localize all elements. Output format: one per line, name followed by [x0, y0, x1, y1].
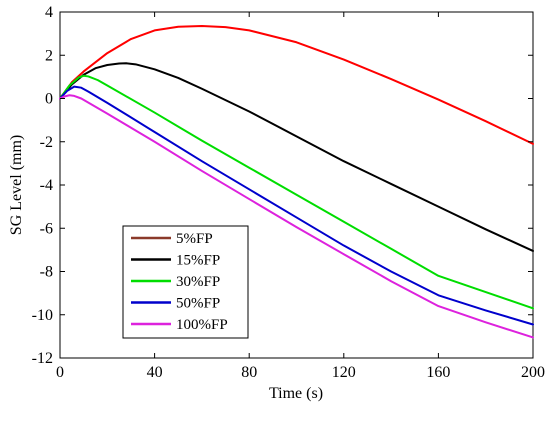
y-tick-label: 2 — [45, 47, 53, 64]
legend-label: 5%FP — [176, 231, 213, 247]
series-line-5pctfp — [59, 25, 534, 145]
series-line-30pctfp — [59, 74, 534, 310]
series-line-50pctfp — [59, 85, 534, 326]
y-tick-label: -4 — [40, 177, 53, 194]
y-axis-label: SG Level (mm) — [8, 135, 25, 235]
legend-label: 30%FP — [176, 274, 220, 290]
legend-label: 100%FP — [176, 317, 228, 333]
tick-layer: 0 40 80 120 160 200 4 2 0 -2 -4 -6 -8 -10 -12 — [32, 4, 545, 381]
x-tick-label: 160 — [426, 364, 450, 381]
y-tick-label: 0 — [45, 91, 53, 108]
x-tick-label: 200 — [521, 364, 545, 381]
series-line-100pctfp — [59, 94, 534, 339]
y-tick-label: 4 — [45, 4, 53, 21]
legend-label: 15%FP — [176, 253, 220, 269]
legend-label: 50%FP — [176, 296, 220, 312]
x-tick-label: 0 — [56, 364, 64, 381]
legend: 5%FP 15%FP 30%FP 50%FP 100%FP — [122, 225, 249, 339]
x-tick-label: 80 — [241, 364, 257, 381]
y-tick-label: -12 — [32, 350, 53, 367]
series-layer — [59, 25, 534, 339]
x-axis-label: Time (s) — [269, 385, 323, 402]
series-line-15pctfp — [59, 62, 534, 252]
x-tick-label: 40 — [147, 364, 163, 381]
y-tick-label: -2 — [40, 134, 53, 151]
y-tick-label: -10 — [32, 307, 53, 324]
y-tick-label: -8 — [40, 264, 53, 281]
x-tick-label: 120 — [332, 364, 356, 381]
y-tick-label: -6 — [40, 220, 53, 237]
